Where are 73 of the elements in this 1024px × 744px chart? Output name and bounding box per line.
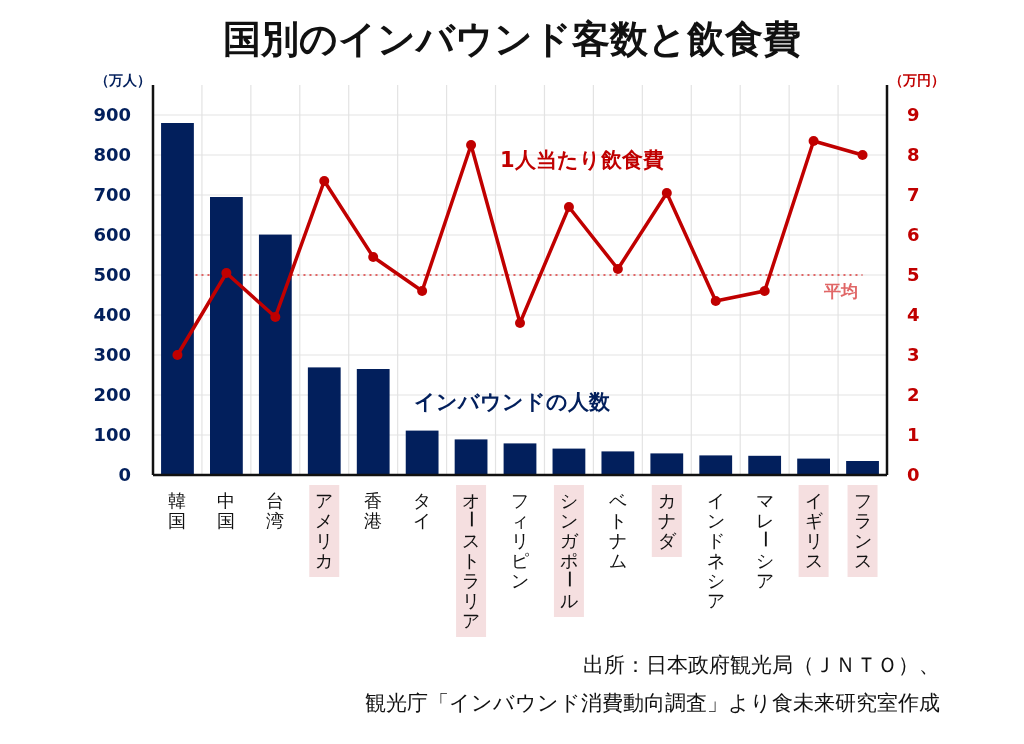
y2-tick-label: 3	[907, 344, 920, 366]
x-tick-label: 台湾	[266, 490, 285, 531]
point	[221, 268, 232, 278]
x-tick-label: オーストラリア	[461, 490, 483, 631]
y-tick-label: 600	[93, 224, 131, 246]
y2-tick-label: 0	[907, 464, 920, 486]
x-tick-label: 韓国	[168, 490, 187, 531]
bar	[210, 197, 243, 475]
text: 出所：日本政府観光局（ＪＮＴＯ）、	[583, 653, 940, 677]
y2-tick-label: 6	[907, 224, 920, 246]
y2-tick-label: 4	[907, 304, 920, 326]
point	[759, 286, 770, 296]
y-axis-title: （万人）	[95, 72, 151, 88]
x-tick-label: イギリス	[804, 490, 823, 571]
x-tick-label: インドネシア	[706, 490, 725, 611]
bar	[258, 234, 292, 475]
bar	[748, 455, 782, 475]
point	[808, 136, 819, 146]
series-label: 1人当たり飲食費	[500, 148, 664, 172]
y-tick-label: 0	[118, 464, 131, 486]
bar	[699, 455, 733, 475]
point	[710, 296, 721, 306]
x-tick-label: 香港	[364, 490, 383, 531]
text: 観光庁「インバウンド消費動向調査」より食未来研究室作成	[365, 691, 940, 715]
point	[612, 264, 623, 274]
point	[857, 150, 868, 160]
point	[172, 350, 183, 360]
y-tick-label: 700	[93, 184, 131, 206]
y2-tick-label: 7	[907, 184, 920, 206]
bar	[601, 451, 635, 475]
bar	[454, 439, 488, 475]
series-label: インバウンドの人数	[414, 390, 612, 414]
y2-axis-title: （万円）	[889, 72, 945, 88]
point	[417, 286, 428, 296]
x-tick-label: ベトナム	[608, 490, 627, 571]
x-tick-label: フィリピン	[511, 490, 529, 591]
x-tick-label: 中国	[217, 490, 236, 531]
y-tick-label: 100	[93, 424, 131, 446]
bar	[161, 123, 194, 475]
point	[270, 312, 281, 322]
y-tick-label: 400	[93, 304, 131, 326]
point	[368, 252, 379, 262]
point	[466, 140, 477, 150]
point	[563, 202, 574, 212]
x-tick-label: カナダ	[657, 490, 677, 551]
point	[319, 176, 330, 186]
bar	[797, 458, 830, 475]
bar	[356, 369, 390, 475]
y2-tick-label: 5	[907, 264, 920, 286]
bar	[503, 443, 537, 475]
x-tick-label: シンガポール	[558, 490, 580, 611]
x-tick-label: マレーシア	[754, 490, 776, 591]
y-tick-label: 300	[93, 344, 131, 366]
y-tick-label: 200	[93, 384, 131, 406]
bar	[650, 453, 684, 475]
bar	[307, 367, 341, 475]
y2-tick-label: 1	[907, 424, 920, 446]
y2-tick-label: 8	[907, 144, 920, 166]
x-tick-label: タイ	[413, 490, 432, 531]
bar	[846, 461, 879, 475]
point	[661, 188, 672, 198]
y-tick-label: 900	[93, 104, 131, 126]
y2-tick-label: 2	[907, 384, 920, 406]
x-tick-label: アメリカ	[315, 490, 334, 571]
y-tick-label: 800	[93, 144, 131, 166]
x-tick-label: フランス	[853, 490, 872, 571]
y-tick-label: 500	[93, 264, 131, 286]
y2-tick-label: 9	[907, 104, 920, 126]
chart-title: 国別のインバウンド客数と飲食費	[223, 17, 801, 61]
bar	[552, 448, 586, 475]
ref-line-label: 平均	[822, 281, 858, 301]
point	[515, 318, 525, 328]
bar	[405, 430, 439, 475]
